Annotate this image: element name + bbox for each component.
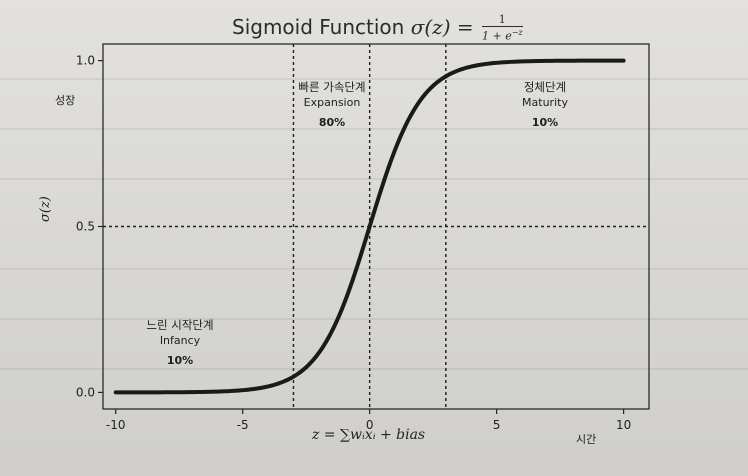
phase-percent: 80% bbox=[318, 116, 346, 129]
y-axis-ticks: 0.0 0.5 1.0 bbox=[76, 54, 103, 399]
phase-percent: 10% bbox=[531, 116, 559, 129]
phase-name: 정체단계 bbox=[523, 80, 567, 94]
background-line bbox=[0, 368, 748, 370]
y-tick-label: 0.0 bbox=[76, 385, 95, 399]
y-axis-label: σ(z) bbox=[38, 196, 53, 222]
y-tick-label: 0.5 bbox=[76, 220, 95, 234]
y-extra-label: 성장 bbox=[55, 94, 76, 107]
denominator-base: 1 + e bbox=[481, 29, 512, 43]
phase-name: 빠른 가속단계 bbox=[298, 80, 366, 94]
phase-annotation-infancy: 느린 시작단계 Infancy 10% bbox=[120, 318, 240, 368]
background-line bbox=[0, 128, 748, 130]
x-tick-label: -5 bbox=[237, 418, 249, 432]
phase-english: Maturity bbox=[522, 96, 568, 109]
y-tick-label: 1.0 bbox=[76, 54, 95, 68]
phase-name: 느린 시작단계 bbox=[146, 318, 214, 332]
phase-english: Infancy bbox=[159, 334, 201, 347]
x-tick-label: 5 bbox=[493, 418, 501, 432]
phase-annotation-maturity: 정체단계 Maturity 10% bbox=[490, 80, 600, 130]
x-tick-label: 10 bbox=[616, 418, 631, 432]
sigmoid-curve bbox=[113, 58, 626, 395]
phase-percent: 10% bbox=[166, 354, 194, 367]
chart-title-formula: σ(z) = bbox=[410, 14, 474, 39]
denominator-exponent: −z bbox=[511, 28, 523, 37]
chart-title: Sigmoid Function σ(z) = 1 1 + e−z bbox=[232, 14, 523, 43]
background-line bbox=[0, 178, 748, 180]
x-axis-label: z = ∑wᵢxᵢ + bias bbox=[312, 427, 426, 443]
background-line bbox=[0, 318, 748, 320]
chart-title-fraction: 1 1 + e−z bbox=[481, 14, 523, 43]
phase-english: Expansion bbox=[303, 96, 361, 109]
x-tick-label: -10 bbox=[106, 418, 126, 432]
chart-title-text: Sigmoid Function bbox=[232, 14, 405, 39]
phase-annotation-expansion: 빠른 가속단계 Expansion 80% bbox=[272, 80, 392, 130]
x-axis-ticks: -10 -5 0 5 10 bbox=[106, 409, 631, 432]
fraction-numerator: 1 bbox=[481, 14, 523, 27]
background-line bbox=[0, 268, 748, 270]
fraction-denominator: 1 + e−z bbox=[482, 27, 523, 43]
x-extra-label: 시간 bbox=[576, 433, 597, 446]
x-tick-label: 0 bbox=[366, 418, 374, 432]
background-line bbox=[0, 78, 748, 80]
